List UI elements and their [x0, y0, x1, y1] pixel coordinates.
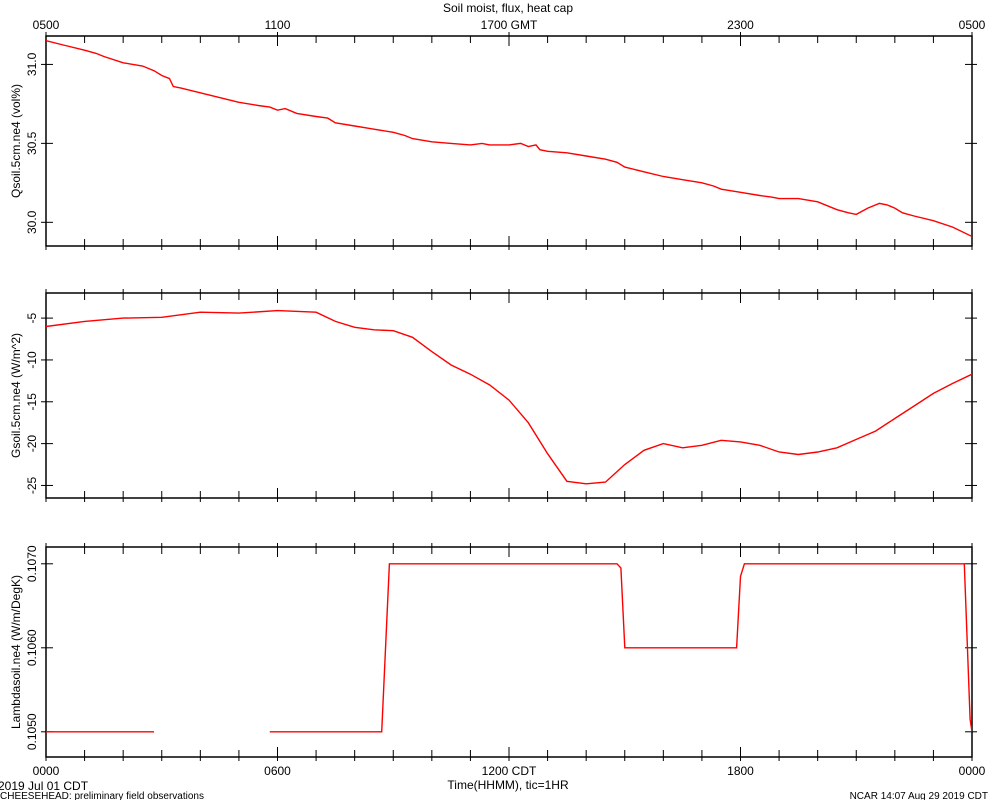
series-line: [269, 563, 972, 733]
y-tick-label: -10: [25, 351, 39, 369]
bottom-tick-label: 0000: [33, 764, 60, 778]
series-line: [46, 40, 972, 238]
footer-date: 2019 Jul 01 CDT: [0, 779, 89, 793]
bottom-tick-label: 1800: [727, 764, 754, 778]
y-tick-label: -20: [25, 435, 39, 453]
panel-frame: [45, 292, 973, 499]
y-tick-label: 30.0: [25, 210, 39, 234]
x-axis-label: Time(HHMM), tic=1HR: [447, 778, 569, 792]
y-tick-label: 30.5: [25, 131, 39, 155]
y-tick-label: -5: [25, 312, 39, 323]
y-tick-label: 0.1070: [25, 545, 39, 582]
top-tick-label: 1100: [265, 18, 291, 32]
y-tick-label: -15: [25, 393, 39, 411]
series-group: [46, 309, 972, 485]
bottom-tick-label: 0600: [264, 764, 291, 778]
y-axis-label: Gsoil.5cm.ne4 (W/m^2): [9, 333, 23, 458]
y-tick-label: 31.0: [25, 52, 39, 76]
chart-title: Soil moist, flux, heat cap: [443, 1, 573, 15]
series-group: [46, 563, 972, 733]
series-line: [46, 309, 972, 485]
bottom-time-axis: 0000 0600 1200 CDT 1800 0000: [33, 764, 986, 778]
bottom-tick-label: 1200 CDT: [482, 764, 537, 778]
panel-frame: [45, 546, 973, 758]
y-axis-label: Qsoil.5cm.ne4 (vol%): [9, 84, 23, 198]
y-tick-label: -25: [25, 476, 39, 494]
series-group: [46, 40, 972, 238]
y-tick-label: 0.1050: [25, 713, 39, 750]
top-tick-label: 2300: [727, 18, 754, 32]
top-tick-label: 0500: [33, 18, 60, 32]
top-tick-label: 1700 GMT: [481, 18, 538, 32]
panel-frame: [45, 35, 973, 247]
y-tick-label: 0.1060: [25, 629, 39, 666]
footer-credit: NCAR 14:07 Aug 29 2019 CDT: [850, 791, 988, 800]
bottom-tick-label: 0000: [959, 764, 986, 778]
top-time-axis: 0500 1100 1700 GMT 2300 0500: [33, 18, 986, 36]
top-tick-label: 0500: [959, 18, 986, 32]
y-axis-label: Lambdasoil.ne4 (W/m/DegK): [9, 575, 23, 729]
footer-project: CHEESEHEAD: preliminary field observatio…: [0, 791, 204, 800]
